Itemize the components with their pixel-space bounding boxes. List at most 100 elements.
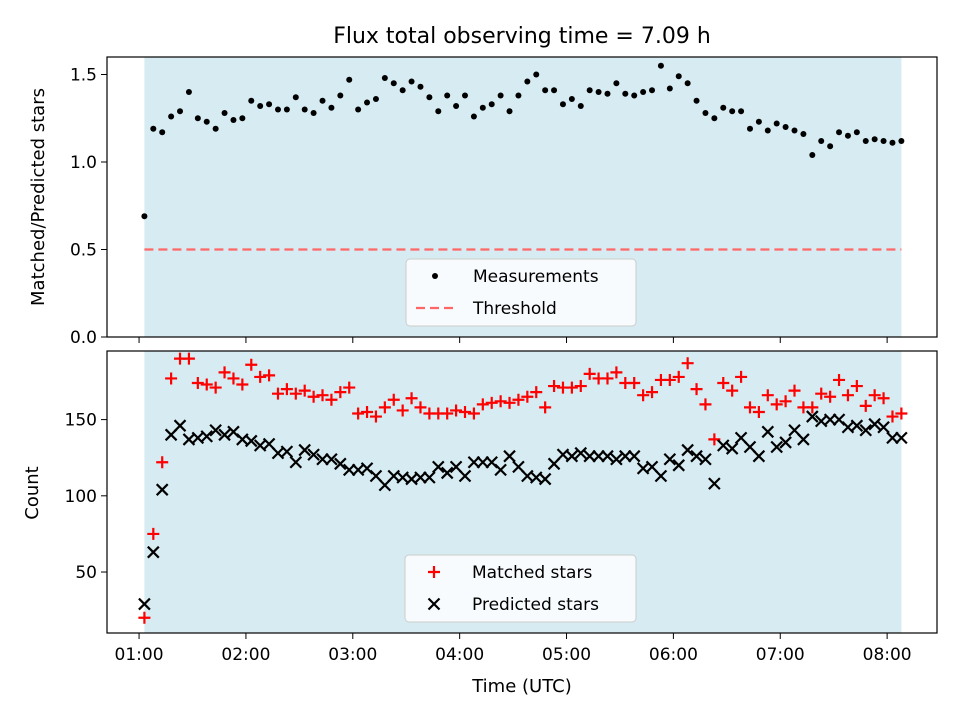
legend-label: Predicted stars [472,595,599,615]
matched-star-point [868,389,881,402]
legend-box [404,554,637,623]
measurement-point [515,92,522,99]
measurement-point [898,138,905,144]
measurement-point [470,113,477,120]
matched-star-point [307,390,320,403]
predicted-star-point [610,452,623,466]
measurement-point [212,125,219,132]
measurement-point [346,76,353,83]
measurement-point [827,143,834,150]
measurement-point [524,78,531,85]
matched-star-point [850,380,863,393]
predicted-star-point [797,433,810,446]
matched-star-point [663,373,676,386]
legend-label: Matched stars [472,563,592,583]
predicted-star-point [690,449,703,463]
matched-star-point [548,380,561,393]
measurement-point [613,80,620,87]
matched-star-point [539,401,552,414]
measurement-point [836,129,843,136]
legend: Matched stars Predicted stars [404,554,637,623]
matched-star-point [512,393,525,406]
matched-star-point [441,407,454,420]
measurement-point [337,92,344,99]
measurement-point [417,83,424,90]
measurement-point [462,92,469,99]
measurement-point [257,103,264,109]
predicted-star-point [467,455,481,469]
matched-star-point [824,390,837,403]
predicted-star-point [307,448,320,461]
matched-star-point [396,404,409,417]
predicted-star-point [725,442,739,455]
predicted-star-point [538,472,552,486]
x-tick-label: 02:00 [221,645,270,665]
matched-star-point [147,527,160,540]
matched-star-point [788,384,801,397]
x-tick-label: 08:00 [863,645,912,665]
predicted-star-point [877,420,890,434]
predicted-star-point [316,452,329,466]
predicted-star-point [761,425,775,439]
measurement-point [559,101,566,108]
x-axis-label: Time (UTC) [471,676,572,697]
measurement-point [426,94,433,101]
measurement-point [791,127,798,134]
measurement-point [150,125,157,132]
predicted-star-point [342,463,356,477]
matched-star-point [833,373,846,386]
measurement-point [283,106,290,113]
matched-star-point [886,410,899,423]
predicted-star-point [503,449,516,463]
measurement-point [738,108,745,115]
measurement-point [435,108,442,115]
measurement-point [622,90,629,97]
predicted-star-point [440,466,454,480]
measurement-point [479,104,486,111]
matched-star-point [735,370,748,383]
matched-star-point [459,405,472,418]
legend-marker-matched [428,566,440,578]
measurement-point [542,87,549,94]
measurement-point [248,97,255,104]
measurement-point [390,80,397,87]
y-tick-label: 100 [65,487,97,507]
matched-star-point [859,399,872,412]
measurement-point [355,106,362,113]
measurement-point [381,75,388,81]
matched-star-point [530,386,543,399]
matched-star-point [289,387,302,400]
measurement-point [266,101,273,108]
predicted-star-point [414,471,427,484]
predicted-star-point [886,431,899,445]
matched-star-point [610,366,623,379]
measurement-point [746,125,753,132]
measurement-point [497,92,504,99]
measurement-point [729,108,736,115]
measurement-point [862,138,869,144]
predicted-star-point [663,452,677,466]
predicted-star-point [476,455,490,469]
measurement-point [444,92,451,99]
measurement-point [194,115,201,122]
measurement-point [631,92,638,99]
legend-marker-predicted [427,597,441,611]
matched-star-point [672,370,685,383]
measurement-point [649,87,656,94]
measurement-point [185,89,192,95]
measurement-point [372,96,379,102]
predicted-star-point [601,449,614,463]
y-tick-label: 1.5 [70,66,97,86]
legend-label: Threshold [472,299,557,319]
measurement-point [310,110,317,116]
predicted-star-point [423,471,436,484]
x-tick-label: 03:00 [328,645,377,665]
predicted-star-point [200,430,214,443]
measurement-point [319,97,326,104]
predicted-star-point [708,477,721,490]
predicted-star-point [716,439,730,452]
measurement-point [693,97,700,104]
measurement-point [871,136,878,143]
matched-star-point [690,383,703,396]
predicted-star-point [779,436,792,449]
